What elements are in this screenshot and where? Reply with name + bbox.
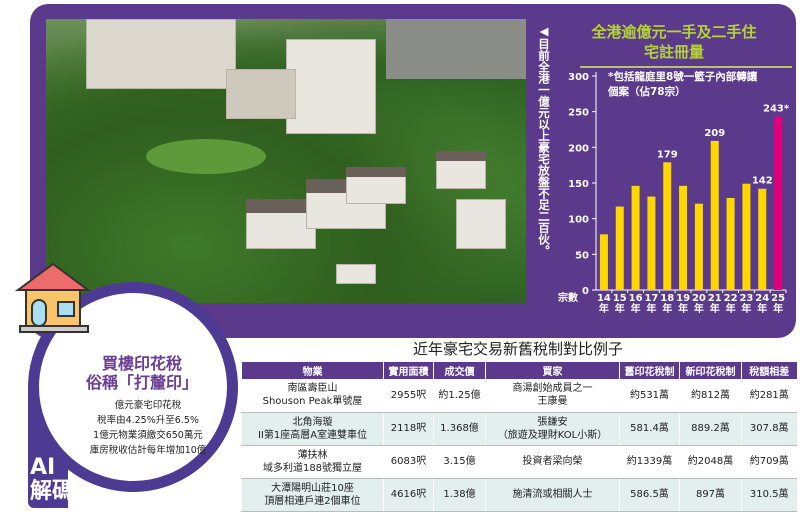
badge-line: 稅率由4.25%升至6.5% bbox=[97, 415, 199, 426]
column-header: 成交價 bbox=[433, 362, 486, 379]
bar bbox=[599, 234, 608, 290]
badge-title-1: 買樓印花稅 bbox=[101, 354, 182, 373]
photo-caption: ◀目前全港一億元以上豪宅放盤不足二百伙。 bbox=[537, 24, 551, 257]
bar bbox=[647, 196, 656, 290]
table-cell: 4616呎 bbox=[383, 478, 434, 512]
bar bbox=[742, 183, 751, 290]
chart-title: 全港逾億元一手及二手住宅註冊量 bbox=[591, 23, 757, 61]
table-cell: 商湯創始成員之一 王康曼 bbox=[485, 379, 620, 413]
x-tick-label: 22年 bbox=[723, 293, 738, 315]
table-title: 近年豪宅交易新舊稅制對比例子 bbox=[412, 340, 623, 358]
y-tick-label: 200 bbox=[568, 143, 589, 154]
x-tick-label: 19年 bbox=[676, 293, 691, 315]
table-cell: 張鎌安 （旅遊及理財KOL小斯） bbox=[485, 412, 620, 446]
table-cell: 約531萬 bbox=[619, 379, 680, 413]
decode-tag: 解碼 bbox=[30, 479, 75, 504]
column-header: 物業 bbox=[241, 362, 384, 379]
bar bbox=[694, 203, 703, 290]
table-cell: 施清流或相關人士 bbox=[485, 478, 620, 512]
bar bbox=[758, 188, 767, 290]
table-cell: 北角海璇 II第1座高層A室連雙車位 bbox=[241, 412, 384, 446]
table-cell: 2955呎 bbox=[383, 379, 434, 413]
table-cell: 897萬 bbox=[679, 478, 742, 512]
table-cell: 約812萬 bbox=[679, 379, 742, 413]
bar bbox=[710, 140, 719, 290]
column-header: 舊印花稅制 bbox=[619, 362, 680, 379]
badge-line: 億元豪宅印花稅 bbox=[114, 400, 182, 411]
table-cell: 約709萬 bbox=[741, 445, 797, 479]
table-cell: 3.15億 bbox=[433, 445, 486, 479]
title-divider bbox=[580, 66, 792, 68]
ai-explainer-badge: AI 解碼 買樓印花稅 俗稱「打釐印」 億元豪宅印花稅 稅率由4.25%升至6.5%… bbox=[12, 260, 240, 518]
table-cell: 1.368億 bbox=[433, 412, 486, 446]
y-axis-label: 宗數 bbox=[558, 293, 578, 304]
y-tick-label: 0 bbox=[582, 286, 589, 297]
ai-tag: AI bbox=[30, 455, 56, 480]
x-tick-label: 24年 bbox=[755, 293, 770, 315]
y-tick-label: 300 bbox=[568, 72, 589, 83]
table-cell: 約281萬 bbox=[741, 379, 797, 413]
x-tick-label: 21年 bbox=[707, 293, 722, 315]
table-cell: 889.2萬 bbox=[679, 412, 742, 446]
bar bbox=[679, 185, 688, 290]
column-header: 新印花稅制 bbox=[679, 362, 742, 379]
y-tick-label: 100 bbox=[568, 215, 589, 226]
x-tick-label: 23年 bbox=[739, 293, 754, 315]
chart-note: *包括龍庭里8號一籃子內部轉讓個案（佔78宗） bbox=[608, 71, 758, 98]
x-tick-label: 16年 bbox=[628, 293, 643, 315]
table-cell: 約2048萬 bbox=[679, 445, 742, 479]
x-tick-label: 25年 bbox=[771, 293, 786, 315]
table-cell: 約1339萬 bbox=[619, 445, 680, 479]
house-icon bbox=[14, 262, 92, 333]
table-cell: 1.38億 bbox=[433, 478, 486, 512]
table-row: 南區壽臣山 Shouson Peak單號屋 2955呎 約1.25億 商湯創始成員之一… bbox=[241, 379, 797, 413]
registration-chart: 全港逾億元一手及二手住宅註冊量 *包括龍庭里8號一籃子內部轉讓個案（佔78宗） … bbox=[556, 14, 792, 328]
column-header: 買家 bbox=[485, 362, 620, 379]
bar bbox=[631, 185, 640, 290]
y-tick-label: 50 bbox=[575, 250, 589, 261]
luxury-housing-photo bbox=[46, 19, 526, 303]
x-tick-label: 18年 bbox=[660, 293, 675, 315]
data-label: 243* bbox=[763, 104, 790, 115]
x-tick-label: 14年 bbox=[596, 293, 611, 315]
table-cell: 南區壽臣山 Shouson Peak單號屋 bbox=[241, 379, 384, 413]
table-row: 大潭陽明山莊10座 頂層相連戶連2個車位 4616呎 1.38億 施清流或相關人士 58… bbox=[241, 478, 797, 512]
table-cell: 586.5萬 bbox=[619, 478, 680, 512]
table-cell: 581.4萬 bbox=[619, 412, 680, 446]
table-cell: 薄扶林 域多利道188號獨立屋 bbox=[241, 445, 384, 479]
column-header: 稅額相差 bbox=[741, 362, 797, 379]
table-cell: 投資者梁向榮 bbox=[485, 445, 620, 479]
bar bbox=[726, 197, 735, 290]
badge-line: 1億元物業須繳交650萬元 bbox=[93, 430, 203, 441]
table-row: 北角海璇 II第1座高層A室連雙車位 2118呎 1.368億 張鎌安 （旅遊及理財K… bbox=[241, 412, 797, 446]
data-label: 179 bbox=[657, 149, 678, 160]
chart-svg: 0 50 100 150 200 250 300 179 209 142 243* bbox=[568, 72, 790, 297]
table-cell: 大潭陽明山莊10座 頂層相連戶連2個車位 bbox=[241, 478, 384, 512]
data-label: 209 bbox=[704, 128, 725, 139]
y-tick-label: 250 bbox=[568, 108, 589, 119]
badge-title-2: 俗稱「打釐印」 bbox=[85, 373, 198, 392]
tax-comparison-table: 物業 實用面積 成交價 買家 舊印花稅制 新印花稅制 稅額相差 南區壽臣山 Shouson … bbox=[241, 362, 797, 512]
table-cell: 約1.25億 bbox=[433, 379, 486, 413]
x-tick-label: 20年 bbox=[691, 293, 706, 315]
bar bbox=[615, 206, 624, 290]
badge-line: 庫房稅收估計每年增加10億 bbox=[89, 445, 207, 456]
y-tick-label: 150 bbox=[568, 179, 589, 190]
table-row: 薄扶林 域多利道188號獨立屋 6083呎 3.15億 投資者梁向榮 約1339萬 約20… bbox=[241, 445, 797, 479]
table-cell: 6083呎 bbox=[383, 445, 434, 479]
x-tick-label: 17年 bbox=[644, 293, 659, 315]
bar bbox=[663, 162, 672, 290]
data-label: 142 bbox=[752, 176, 773, 187]
column-header: 實用面積 bbox=[383, 362, 434, 379]
table-header-row: 物業 實用面積 成交價 買家 舊印花稅制 新印花稅制 稅額相差 bbox=[241, 362, 797, 379]
table-cell: 2118呎 bbox=[383, 412, 434, 446]
x-tick-label: 15年 bbox=[612, 293, 627, 315]
table-cell: 310.5萬 bbox=[741, 478, 797, 512]
bar bbox=[774, 116, 783, 290]
table-cell: 307.8萬 bbox=[741, 412, 797, 446]
